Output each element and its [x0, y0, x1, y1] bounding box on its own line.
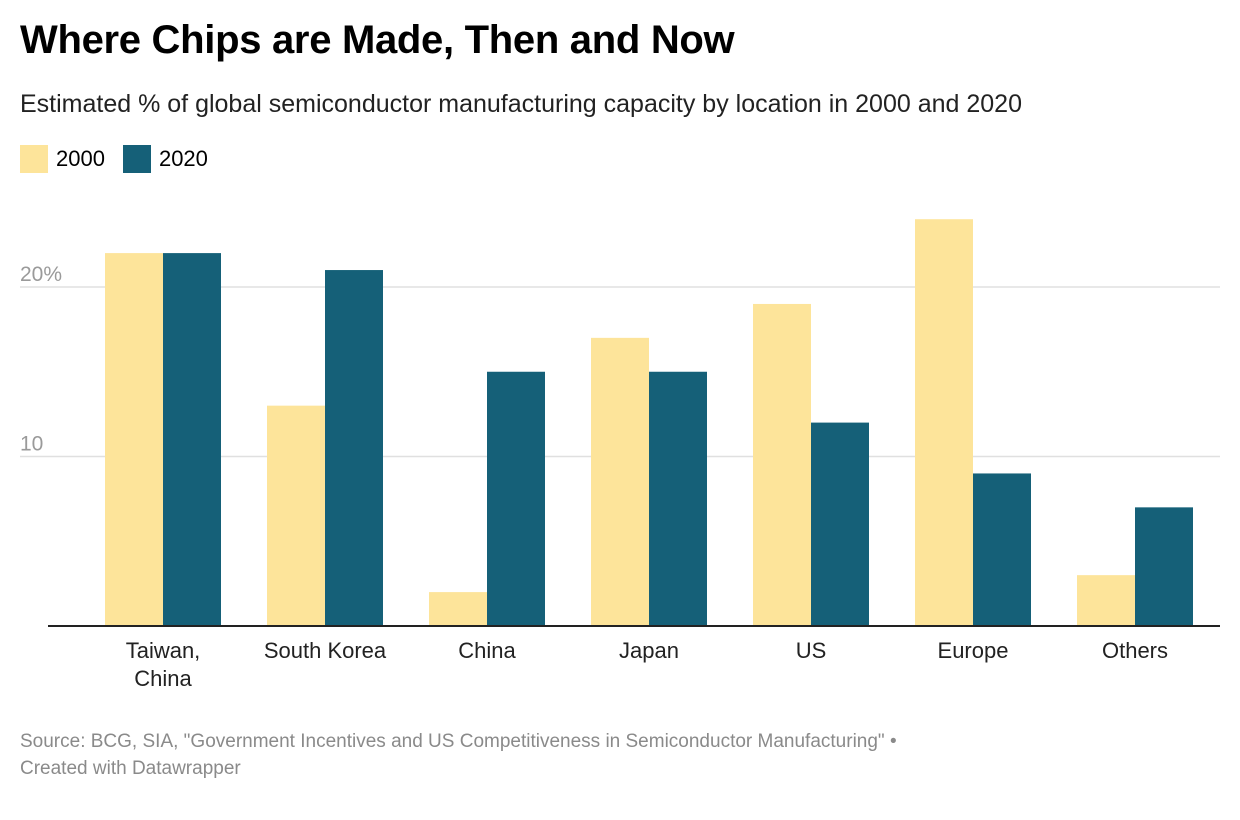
- bar-2020-6: [1135, 507, 1193, 626]
- bar-2000-3: [591, 337, 649, 626]
- x-tick-label: US: [796, 638, 827, 663]
- y-tick-label: 10: [20, 433, 43, 456]
- bar-2000-6: [1077, 575, 1135, 626]
- bar-chart: 10 20% Taiwan, China South Korea China Japan US…: [20, 219, 1220, 691]
- bar-2020-4: [811, 422, 869, 626]
- y-tick-label: 20%: [20, 263, 62, 286]
- x-tick-label-line: China: [134, 666, 192, 691]
- bar-2020-3: [649, 371, 707, 626]
- x-tick-label: China: [458, 638, 516, 663]
- legend-item-2020: 2020: [122, 145, 208, 173]
- x-tick-label: Others: [1102, 638, 1168, 663]
- x-tick-label: Europe: [938, 638, 1009, 663]
- bar-2020-5: [973, 473, 1031, 626]
- x-tick-label: Taiwan, China: [126, 638, 201, 691]
- legend-swatch-2020: [122, 145, 151, 173]
- chart-title: Where Chips are Made, Then and Now: [20, 18, 735, 62]
- footer: Source: BCG, SIA, "Government Incentives…: [20, 728, 897, 782]
- bar-2000-2: [429, 592, 487, 626]
- x-tick-label: Japan: [619, 638, 679, 663]
- source-note: Source: BCG, SIA, "Government Incentives…: [20, 731, 897, 752]
- legend-item-2000: 2000: [20, 145, 105, 173]
- x-tick-label-line: Japan: [619, 638, 679, 663]
- x-tick-label-line: Others: [1102, 638, 1168, 663]
- x-tick-label-line: South Korea: [264, 638, 387, 663]
- x-tick-label: South Korea: [264, 638, 387, 663]
- x-tick-label-line: US: [796, 638, 827, 663]
- x-tick-label-line: Europe: [938, 638, 1009, 663]
- chart-subtitle: Estimated % of global semiconductor manu…: [20, 90, 1022, 118]
- bar-2000-1: [267, 405, 325, 626]
- legend: 2000 2020: [20, 145, 226, 173]
- x-tick-label-line: China: [458, 638, 516, 663]
- bar-2020-2: [487, 371, 545, 626]
- bar-2000-5: [915, 219, 973, 626]
- bar-2020-0: [163, 253, 221, 626]
- bar-2000-0: [105, 253, 163, 626]
- legend-label-2020: 2020: [158, 146, 208, 171]
- legend-label-2000: 2000: [56, 146, 105, 171]
- credit-note: Created with Datawrapper: [20, 758, 241, 779]
- bar-2000-4: [753, 303, 811, 626]
- x-tick-label-line: Taiwan,: [126, 638, 201, 663]
- bar-2020-1: [325, 270, 383, 626]
- legend-swatch-2000: [20, 145, 48, 173]
